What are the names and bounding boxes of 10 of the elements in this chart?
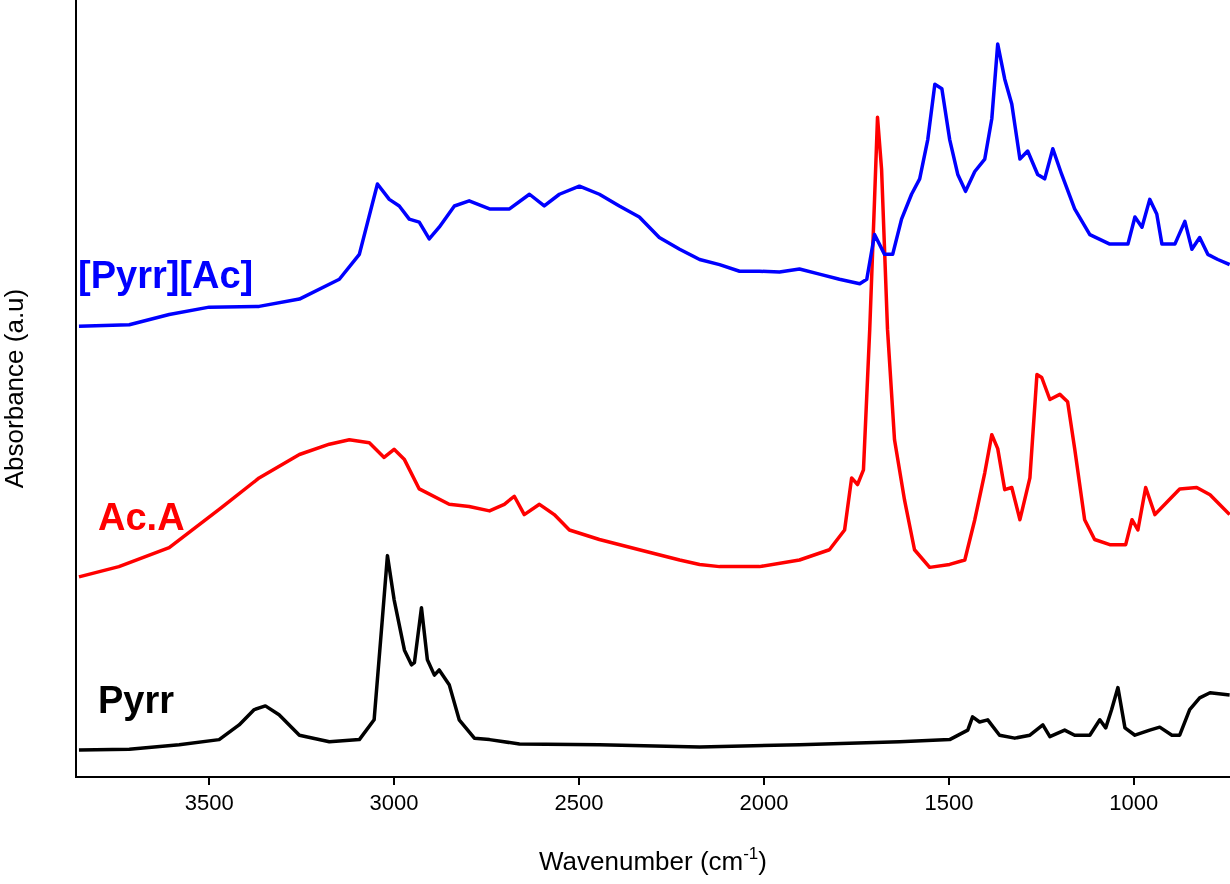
x-tick-label: 1500 [924,790,974,816]
x-tick-label: 3500 [184,790,234,816]
series-label: Pyrr [98,678,175,721]
x-tick-label: 3000 [369,790,419,816]
x-tick-label: 1000 [1109,790,1159,816]
y-axis-title: Absorbance (a.u) [0,288,29,489]
x-tick-label: 2500 [554,790,604,816]
series-label: [Pyrr][Ac] [78,254,254,297]
x-tick-label: 2000 [739,790,789,816]
series-label: Ac.A [98,496,185,539]
